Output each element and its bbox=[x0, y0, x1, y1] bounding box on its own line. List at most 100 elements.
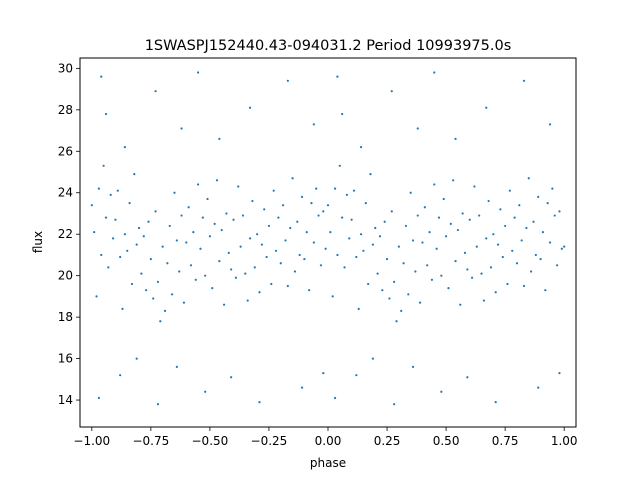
data-point bbox=[135, 243, 138, 246]
data-point bbox=[225, 212, 228, 215]
data-point bbox=[168, 224, 171, 228]
x-tick-label: 0.50 bbox=[433, 434, 460, 448]
data-point bbox=[104, 112, 108, 116]
data-point bbox=[300, 386, 304, 389]
data-point bbox=[163, 309, 167, 313]
data-point bbox=[437, 216, 441, 219]
data-point bbox=[171, 293, 174, 296]
data-point bbox=[463, 251, 467, 254]
data-point bbox=[211, 287, 214, 290]
data-point bbox=[456, 228, 459, 232]
data-point bbox=[93, 231, 96, 234]
data-point bbox=[515, 262, 519, 265]
data-point bbox=[218, 260, 221, 263]
data-point bbox=[322, 210, 325, 213]
data-point bbox=[393, 403, 396, 406]
data-point bbox=[468, 218, 471, 221]
data-point bbox=[97, 187, 100, 190]
x-axis-label: phase bbox=[310, 456, 346, 470]
data-point bbox=[274, 249, 278, 252]
data-point bbox=[376, 272, 379, 275]
data-point bbox=[300, 195, 304, 198]
data-point bbox=[470, 276, 474, 279]
y-tick-label: 22 bbox=[58, 227, 73, 241]
data-point bbox=[208, 235, 211, 238]
data-point bbox=[215, 179, 219, 182]
data-point bbox=[152, 297, 155, 300]
data-point bbox=[319, 264, 323, 267]
data-point bbox=[485, 106, 488, 109]
data-point bbox=[359, 146, 363, 149]
data-point bbox=[213, 222, 216, 225]
chart-title: 1SWASPJ152440.43-094031.2 Period 1099397… bbox=[145, 38, 512, 54]
data-point bbox=[267, 224, 271, 228]
data-point bbox=[416, 127, 419, 130]
data-point bbox=[421, 241, 424, 244]
data-point bbox=[419, 301, 422, 304]
data-point bbox=[506, 282, 509, 286]
y-tick-label: 16 bbox=[58, 352, 73, 366]
data-point bbox=[239, 245, 242, 248]
data-point bbox=[291, 177, 294, 180]
data-point bbox=[159, 320, 162, 323]
data-point bbox=[279, 262, 282, 265]
data-point bbox=[126, 249, 129, 252]
data-point bbox=[440, 274, 443, 277]
data-point bbox=[166, 262, 169, 265]
data-point bbox=[324, 247, 327, 250]
data-point bbox=[90, 204, 93, 207]
data-point bbox=[156, 280, 160, 283]
data-point bbox=[527, 177, 530, 180]
data-point bbox=[499, 208, 502, 211]
data-point bbox=[286, 79, 289, 82]
data-point bbox=[199, 247, 202, 250]
y-tick-label: 14 bbox=[58, 393, 73, 407]
data-point bbox=[322, 372, 325, 375]
data-point bbox=[256, 233, 259, 236]
data-point bbox=[189, 264, 193, 267]
data-point bbox=[409, 191, 412, 194]
data-point bbox=[539, 257, 542, 261]
x-tick-label: 0.00 bbox=[315, 434, 342, 448]
data-point bbox=[180, 127, 183, 130]
data-point bbox=[227, 251, 230, 254]
data-point bbox=[411, 365, 415, 368]
data-point bbox=[95, 295, 98, 298]
data-point bbox=[156, 403, 160, 406]
data-point bbox=[310, 202, 313, 205]
data-point bbox=[367, 282, 370, 286]
x-tick-label: −0.25 bbox=[251, 434, 288, 448]
data-point bbox=[277, 216, 280, 219]
data-point bbox=[371, 357, 374, 360]
data-point bbox=[107, 266, 110, 269]
data-point bbox=[248, 106, 252, 109]
data-point bbox=[423, 206, 426, 209]
data-point bbox=[161, 245, 164, 248]
data-point bbox=[241, 214, 245, 217]
data-point bbox=[220, 228, 223, 232]
data-point bbox=[459, 303, 462, 306]
data-point bbox=[336, 253, 339, 257]
data-point bbox=[508, 189, 511, 192]
data-point bbox=[298, 253, 301, 257]
data-point bbox=[520, 239, 523, 242]
data-point bbox=[548, 241, 552, 244]
data-point bbox=[333, 396, 337, 400]
y-tick-label: 28 bbox=[58, 103, 73, 117]
data-point bbox=[494, 291, 497, 294]
data-point bbox=[230, 376, 233, 379]
data-point bbox=[440, 390, 443, 393]
data-point bbox=[178, 270, 181, 273]
y-tick-label: 26 bbox=[58, 144, 73, 158]
data-point bbox=[111, 237, 115, 240]
data-point bbox=[246, 299, 249, 302]
data-point bbox=[364, 202, 367, 205]
y-tick-label: 30 bbox=[58, 61, 73, 75]
data-point bbox=[496, 243, 500, 246]
data-point bbox=[119, 374, 122, 377]
x-tick-label: 0.75 bbox=[492, 434, 519, 448]
data-point bbox=[390, 90, 393, 93]
data-point bbox=[218, 137, 221, 140]
data-point bbox=[466, 268, 469, 271]
